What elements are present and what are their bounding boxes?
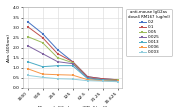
0.025 <box>102 79 104 80</box>
0.013 <box>56 65 59 66</box>
0.1 <box>41 37 44 38</box>
0.1 <box>72 61 74 62</box>
0.013 <box>117 80 119 82</box>
0.003 <box>87 80 89 81</box>
0.1 <box>87 76 89 77</box>
0.025 <box>87 77 89 78</box>
0.025 <box>56 61 59 62</box>
Line: 0.2: 0.2 <box>26 20 119 81</box>
0.2 <box>87 76 89 77</box>
0.013 <box>26 61 28 62</box>
0.025 <box>72 63 74 64</box>
Line: 0.013: 0.013 <box>26 60 119 82</box>
0.2 <box>56 49 59 50</box>
0.013 <box>41 66 44 67</box>
0.006 <box>117 81 119 82</box>
0.05 <box>87 77 89 78</box>
0.1 <box>56 53 59 54</box>
0.003 <box>72 78 74 80</box>
0.013 <box>87 78 89 79</box>
0.006 <box>87 79 89 80</box>
Y-axis label: Abs (405nm): Abs (405nm) <box>7 34 12 62</box>
0.1 <box>117 79 119 80</box>
0.05 <box>102 79 104 80</box>
0.003 <box>41 77 44 78</box>
0.2 <box>72 61 74 62</box>
0.003 <box>102 80 104 82</box>
0.006 <box>72 74 74 76</box>
Legend: 0.2, 0.1, 0.05, 0.025, 0.013, 0.006, 0.003: 0.2, 0.1, 0.05, 0.025, 0.013, 0.006, 0.0… <box>126 9 172 56</box>
0.025 <box>117 80 119 81</box>
0.006 <box>56 74 59 75</box>
0.05 <box>41 42 44 43</box>
0.006 <box>41 73 44 75</box>
Line: 0.003: 0.003 <box>26 74 119 83</box>
0.05 <box>117 80 119 81</box>
Line: 0.05: 0.05 <box>26 35 119 81</box>
0.1 <box>26 26 28 27</box>
0.2 <box>26 21 28 22</box>
0.2 <box>117 79 119 80</box>
Line: 0.006: 0.006 <box>26 67 119 83</box>
0.013 <box>72 65 74 66</box>
0.003 <box>56 78 59 79</box>
0.003 <box>117 81 119 82</box>
X-axis label: Mouse IgG2a kappa (KDa1/well): Mouse IgG2a kappa (KDa1/well) <box>38 106 107 107</box>
0.05 <box>56 57 59 58</box>
0.1 <box>102 78 104 79</box>
0.2 <box>41 33 44 34</box>
Line: 0.1: 0.1 <box>26 25 119 81</box>
0.025 <box>41 53 44 54</box>
0.05 <box>72 62 74 63</box>
Line: 0.025: 0.025 <box>26 44 119 82</box>
0.05 <box>26 36 28 37</box>
0.003 <box>26 75 28 76</box>
0.2 <box>102 78 104 79</box>
0.006 <box>26 68 28 69</box>
0.025 <box>26 45 28 46</box>
0.013 <box>102 80 104 81</box>
0.006 <box>102 80 104 81</box>
